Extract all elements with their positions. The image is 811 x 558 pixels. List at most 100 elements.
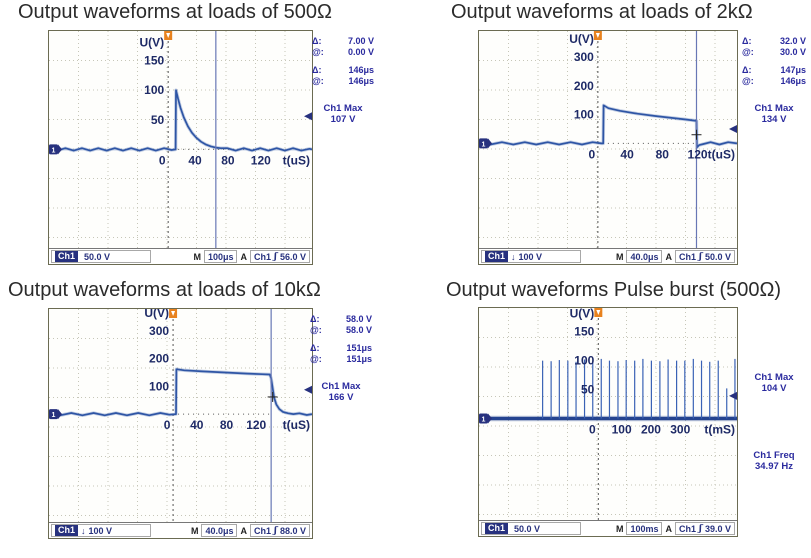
y-tick-label: 100 bbox=[149, 379, 169, 393]
x-tick-label: 80 bbox=[221, 153, 235, 167]
trigger-level: 50.0 V bbox=[704, 251, 731, 262]
x-axis-unit: t(uS) bbox=[283, 153, 310, 167]
scope-plot-2kohm: U(V) 300 200 100 0 40 80 120 t(uS) 1 bbox=[479, 31, 737, 250]
channel-position-marker-icon bbox=[479, 413, 488, 424]
x-tick-label: 0 bbox=[164, 418, 171, 432]
measurement-ch1-max: Ch1 Max 104 V bbox=[754, 372, 794, 394]
at-icon: @: bbox=[742, 76, 754, 86]
timebase-label: M bbox=[190, 525, 199, 536]
delta-icon: Δ: bbox=[310, 343, 320, 353]
delta-icon: Δ: bbox=[312, 36, 322, 46]
cursor-readouts-10kohm: Δ: 58.0 V @: 58.0 V Δ: 151μs @: 151μs Ch1 Ma… bbox=[310, 314, 372, 403]
y-tick-label: 50 bbox=[581, 383, 595, 397]
x-axis-unit: t(uS) bbox=[283, 418, 310, 432]
scope-waveform-svg: U(V) 150 100 50 0 40 80 120 t(uS) 1 bbox=[49, 31, 312, 250]
scope-plot-10kohm: U(V) 300 200 100 0 40 80 120 t(uS) 1 bbox=[49, 309, 312, 524]
panel-title-pulse-burst: Output waveforms Pulse burst (500Ω) bbox=[446, 279, 782, 301]
waveform-trace bbox=[479, 104, 737, 149]
trigger-level: 88.0 V bbox=[279, 525, 306, 536]
timebase-value: 40.0μs bbox=[630, 251, 659, 262]
y-tick-label: 150 bbox=[144, 54, 164, 68]
timebase-value: 40.0μs bbox=[205, 525, 234, 536]
waveform-trace bbox=[49, 368, 312, 417]
delta-icon: Δ: bbox=[742, 36, 752, 46]
trigger-box: Ch1 ʃ 56.0 V bbox=[249, 250, 310, 263]
x-tick-label: 80 bbox=[656, 147, 670, 161]
panel-title-2kohm: Output waveforms at loads of 2kΩ bbox=[451, 1, 753, 23]
scope-waveform-svg: U(V) 150 100 50 0 100 200 300 t(mS) 1 bbox=[479, 308, 737, 522]
svg-text:1: 1 bbox=[482, 141, 486, 148]
y-axis-label: U(V) bbox=[569, 32, 594, 46]
y-tick-label: 150 bbox=[574, 325, 594, 339]
trigger-slope-icon: ʃ bbox=[273, 251, 277, 262]
x-tick-label: 100 bbox=[612, 422, 632, 436]
delta-icon: Δ: bbox=[312, 65, 322, 75]
x-tick-label: 120 bbox=[251, 153, 271, 167]
panel-title-500ohm: Output waveforms at loads of 500Ω bbox=[18, 1, 333, 23]
readout-at-t: @: 146μs bbox=[312, 76, 374, 86]
channel-position-marker-icon bbox=[49, 409, 58, 420]
trigger-level-arrow-icon bbox=[729, 391, 737, 400]
x-tick-label: 120 bbox=[246, 418, 266, 432]
panel-title-10kohm: Output waveforms at loads of 10kΩ bbox=[8, 279, 321, 301]
y-axis-label: U(V) bbox=[144, 309, 169, 320]
x-tick-label: 120 bbox=[688, 147, 708, 161]
x-tick-label: 0 bbox=[159, 153, 166, 167]
readout-at-v: @: 30.0 V bbox=[742, 47, 806, 57]
timebase-value: 100μs bbox=[207, 251, 234, 262]
trigger-mode-label: A bbox=[240, 525, 247, 536]
at-icon: @: bbox=[310, 325, 322, 335]
readout-delta-t: Δ: 146μs bbox=[312, 65, 374, 75]
x-axis-unit: t(mS) bbox=[704, 422, 735, 436]
readout-delta-t: Δ: 151μs bbox=[310, 343, 372, 353]
trigger-source: Ch1 bbox=[253, 525, 271, 536]
x-tick-label: 0 bbox=[589, 147, 596, 161]
readout-at-v: @: 58.0 V bbox=[310, 325, 372, 335]
timebase-label: M bbox=[193, 251, 201, 262]
x-tick-label: 40 bbox=[190, 418, 204, 432]
readout-delta-t: Δ: 147μs bbox=[742, 65, 806, 75]
y-tick-label: 100 bbox=[574, 354, 594, 368]
trigger-box: Ch1 ʃ 88.0 V bbox=[249, 524, 310, 537]
coupling-icon: ↓ bbox=[511, 251, 516, 262]
trigger-level-arrow-icon bbox=[304, 112, 312, 121]
channel-badge: Ch1 bbox=[55, 525, 79, 536]
y-axis-label: U(V) bbox=[140, 36, 165, 50]
channel-scale-box: Ch1 50.0 V bbox=[481, 522, 581, 535]
channel-scale-box: Ch1 ↓ 100 V bbox=[51, 524, 151, 537]
y-axis-label: U(V) bbox=[570, 308, 595, 321]
readout-delta-v: Δ: 58.0 V bbox=[310, 314, 372, 324]
x-tick-label: 40 bbox=[188, 153, 202, 167]
x-tick-label: 0 bbox=[589, 422, 596, 436]
trigger-level-arrow-icon bbox=[304, 385, 312, 394]
y-tick-label: 300 bbox=[574, 50, 594, 64]
channel-position-marker-icon bbox=[49, 144, 58, 155]
trigger-source: Ch1 bbox=[678, 251, 696, 262]
scope-waveform-svg: U(V) 300 200 100 0 40 80 120 t(uS) 1 bbox=[49, 309, 312, 524]
x-tick-label: 40 bbox=[620, 147, 634, 161]
y-tick-label: 300 bbox=[149, 324, 169, 338]
trigger-slope-icon: ʃ bbox=[698, 251, 702, 262]
trigger-mode-label: A bbox=[665, 523, 672, 534]
scope-screen-500ohm: U(V) 150 100 50 0 40 80 120 t(uS) 1 Ch1 50.0 V M … bbox=[48, 30, 313, 265]
status-bar: Ch1 50.0 V M 100μs A Ch1 ʃ 56.0 V bbox=[49, 248, 312, 264]
trigger-mode-label: A bbox=[240, 251, 247, 262]
x-tick-label: 300 bbox=[670, 422, 690, 436]
trigger-level: 39.0 V bbox=[704, 523, 731, 534]
coupling-icon: ↓ bbox=[81, 525, 86, 536]
readout-at-t: @: 151μs bbox=[310, 354, 372, 364]
trigger-box: Ch1 ʃ 50.0 V bbox=[674, 250, 735, 263]
channel-scale: 100 V bbox=[518, 251, 543, 262]
x-tick-label: 80 bbox=[220, 418, 234, 432]
y-tick-label: 100 bbox=[144, 83, 164, 97]
trigger-level: 56.0 V bbox=[279, 251, 306, 262]
channel-position-marker-icon bbox=[479, 138, 488, 149]
channel-scale-box: Ch1 50.0 V bbox=[51, 250, 151, 263]
cursor-readouts-2kohm: Δ: 32.0 V @: 30.0 V Δ: 147μs @: 146μs Ch1 Ma… bbox=[742, 36, 806, 125]
measurement-ch1-freq: Ch1 Freq 34.97 Hz bbox=[753, 450, 795, 472]
y-tick-label: 200 bbox=[149, 352, 169, 366]
timebase-box: 100ms bbox=[626, 522, 663, 535]
at-icon: @: bbox=[310, 354, 322, 364]
y-tick-label: 200 bbox=[574, 79, 594, 93]
